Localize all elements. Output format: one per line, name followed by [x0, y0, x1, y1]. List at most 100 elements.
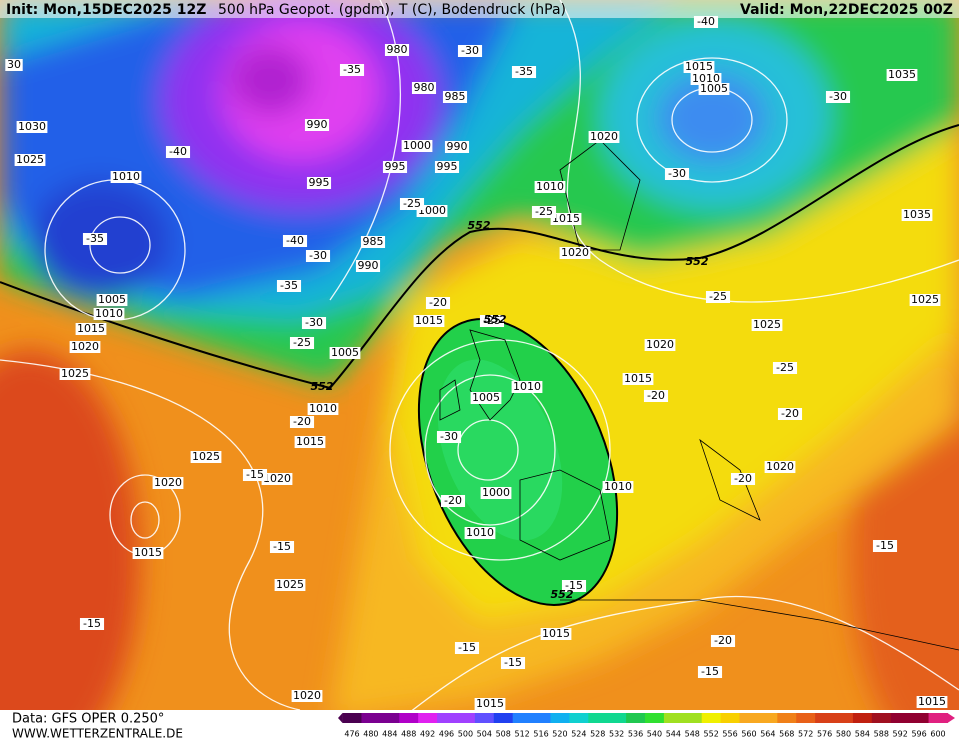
- isobar-label-box: [751, 319, 783, 331]
- colorbar-swatch: [852, 713, 873, 723]
- isobar-label: 995: [437, 160, 458, 173]
- isobar-label-box: [559, 247, 591, 259]
- isobar-label-box: [470, 392, 502, 404]
- contour-552: [0, 124, 959, 390]
- colorbar-arrow-left: [338, 713, 343, 723]
- isobar-label: 1015: [685, 60, 713, 73]
- colorbar-swatch: [342, 713, 362, 723]
- temperature-label-box: [705, 291, 731, 303]
- temperature-label-box: [479, 315, 505, 327]
- isobar-label: 995: [385, 160, 406, 173]
- temperature-label-box: [425, 297, 451, 309]
- colorbar-label: 568: [779, 730, 794, 739]
- isobar-label: 1010: [513, 380, 541, 393]
- isobar-label-box: [442, 91, 468, 103]
- temperature-label: -20: [429, 296, 447, 309]
- colorbar-label: 600: [930, 730, 945, 739]
- isobar-label: 1025: [192, 450, 220, 463]
- temperature-label-box: [79, 618, 105, 630]
- isobar-label-box: [307, 403, 339, 415]
- temperature-label: -15: [504, 656, 522, 669]
- isobar-label: 990: [358, 259, 379, 272]
- colorbar-swatch: [399, 713, 419, 723]
- temperature-label-box: [825, 91, 851, 103]
- isobar-label-box: [294, 436, 326, 448]
- colorbar-swatch: [437, 713, 457, 723]
- colorbar-label: 528: [590, 730, 605, 739]
- height-label: 552: [468, 219, 491, 232]
- colorbar-swatch: [550, 713, 570, 723]
- isobar-label: 1015: [918, 695, 946, 708]
- isobar-label: 985: [445, 90, 466, 103]
- isobar-label-box: [110, 171, 142, 183]
- coastlines: [439, 139, 959, 651]
- isobar-label-box: [434, 161, 460, 173]
- colorbar-label: 508: [496, 730, 511, 739]
- colorbar-swatch: [645, 713, 665, 723]
- isobar-label-box: [886, 69, 918, 81]
- isobar-label: 1000: [482, 486, 510, 499]
- temperature-label: -20: [734, 472, 752, 485]
- isobar-label-box: [764, 461, 796, 473]
- temperature-label: -25: [483, 314, 501, 327]
- temperature-label: -30: [309, 249, 327, 262]
- isobar-label: 1020: [561, 246, 589, 259]
- isobar-label: 990: [447, 140, 468, 153]
- colorbar-label: 524: [571, 730, 586, 739]
- colorbar-label: 596: [911, 730, 926, 739]
- colorbar-swatch: [512, 713, 533, 723]
- colorbar-swatch: [777, 713, 797, 723]
- temperature-label: -35: [280, 279, 298, 292]
- colorbar-swatch: [607, 713, 627, 723]
- temperature-label-box: [242, 469, 268, 481]
- temperature-label: 30: [7, 58, 21, 71]
- isobar-label-box: [683, 61, 715, 73]
- isobar-label-box: [511, 381, 543, 393]
- temperature-label: -40: [169, 145, 187, 158]
- map-title: 500 hPa Geopot. (gpdm), T (C), Bodendruc…: [218, 2, 566, 18]
- temperature-label: -35: [343, 63, 361, 76]
- temperature-label: -15: [458, 641, 476, 654]
- isobar-label-box: [14, 154, 46, 166]
- colorbar-label: 532: [609, 730, 624, 739]
- colorbar-label: 492: [420, 730, 435, 739]
- colorbar-label: 548: [685, 730, 700, 739]
- isobar-label-box: [274, 579, 306, 591]
- isobar-label-box: [540, 628, 572, 640]
- isobar-label: 1025: [911, 293, 939, 306]
- colorbar-swatch: [739, 713, 759, 723]
- colorbar-label: 516: [533, 730, 548, 739]
- isobar-label: 1010: [692, 72, 720, 85]
- isobar-label: 1020: [293, 689, 321, 702]
- colorbar-swatch: [720, 713, 741, 723]
- isobar-label: 1015: [296, 435, 324, 448]
- height-label: 552: [551, 588, 574, 601]
- isobar-label: 1015: [476, 697, 504, 710]
- isobar-label: 1015: [542, 627, 570, 640]
- colorbar-swatch: [890, 713, 911, 723]
- temperature-label: -35: [86, 232, 104, 245]
- temperature-label: -35: [515, 65, 533, 78]
- colorbar-swatch: [909, 713, 930, 723]
- temperature-label-box: [82, 233, 108, 245]
- temperature-label-box: [305, 250, 331, 262]
- isobar-label-box: [588, 131, 620, 143]
- temperature-label-box: [531, 206, 557, 218]
- isobar-label: 1010: [112, 170, 140, 183]
- isobar-label: 1035: [903, 208, 931, 221]
- temperature-label: -15: [273, 540, 291, 553]
- isobar-label: 1015: [552, 212, 580, 225]
- isobar-label-box: [644, 339, 676, 351]
- isobar-label: 1005: [472, 391, 500, 404]
- colorbar-swatch: [626, 713, 646, 723]
- temperature-label: -30: [668, 167, 686, 180]
- colorbar-swatch: [588, 713, 608, 723]
- height-label: 552: [686, 255, 709, 268]
- colorbar-label: 496: [439, 730, 454, 739]
- isobar-label-box: [464, 527, 496, 539]
- colorbar-label: 556: [722, 730, 737, 739]
- isobar-label-box: [444, 141, 470, 153]
- colorbar-label: 488: [401, 730, 416, 739]
